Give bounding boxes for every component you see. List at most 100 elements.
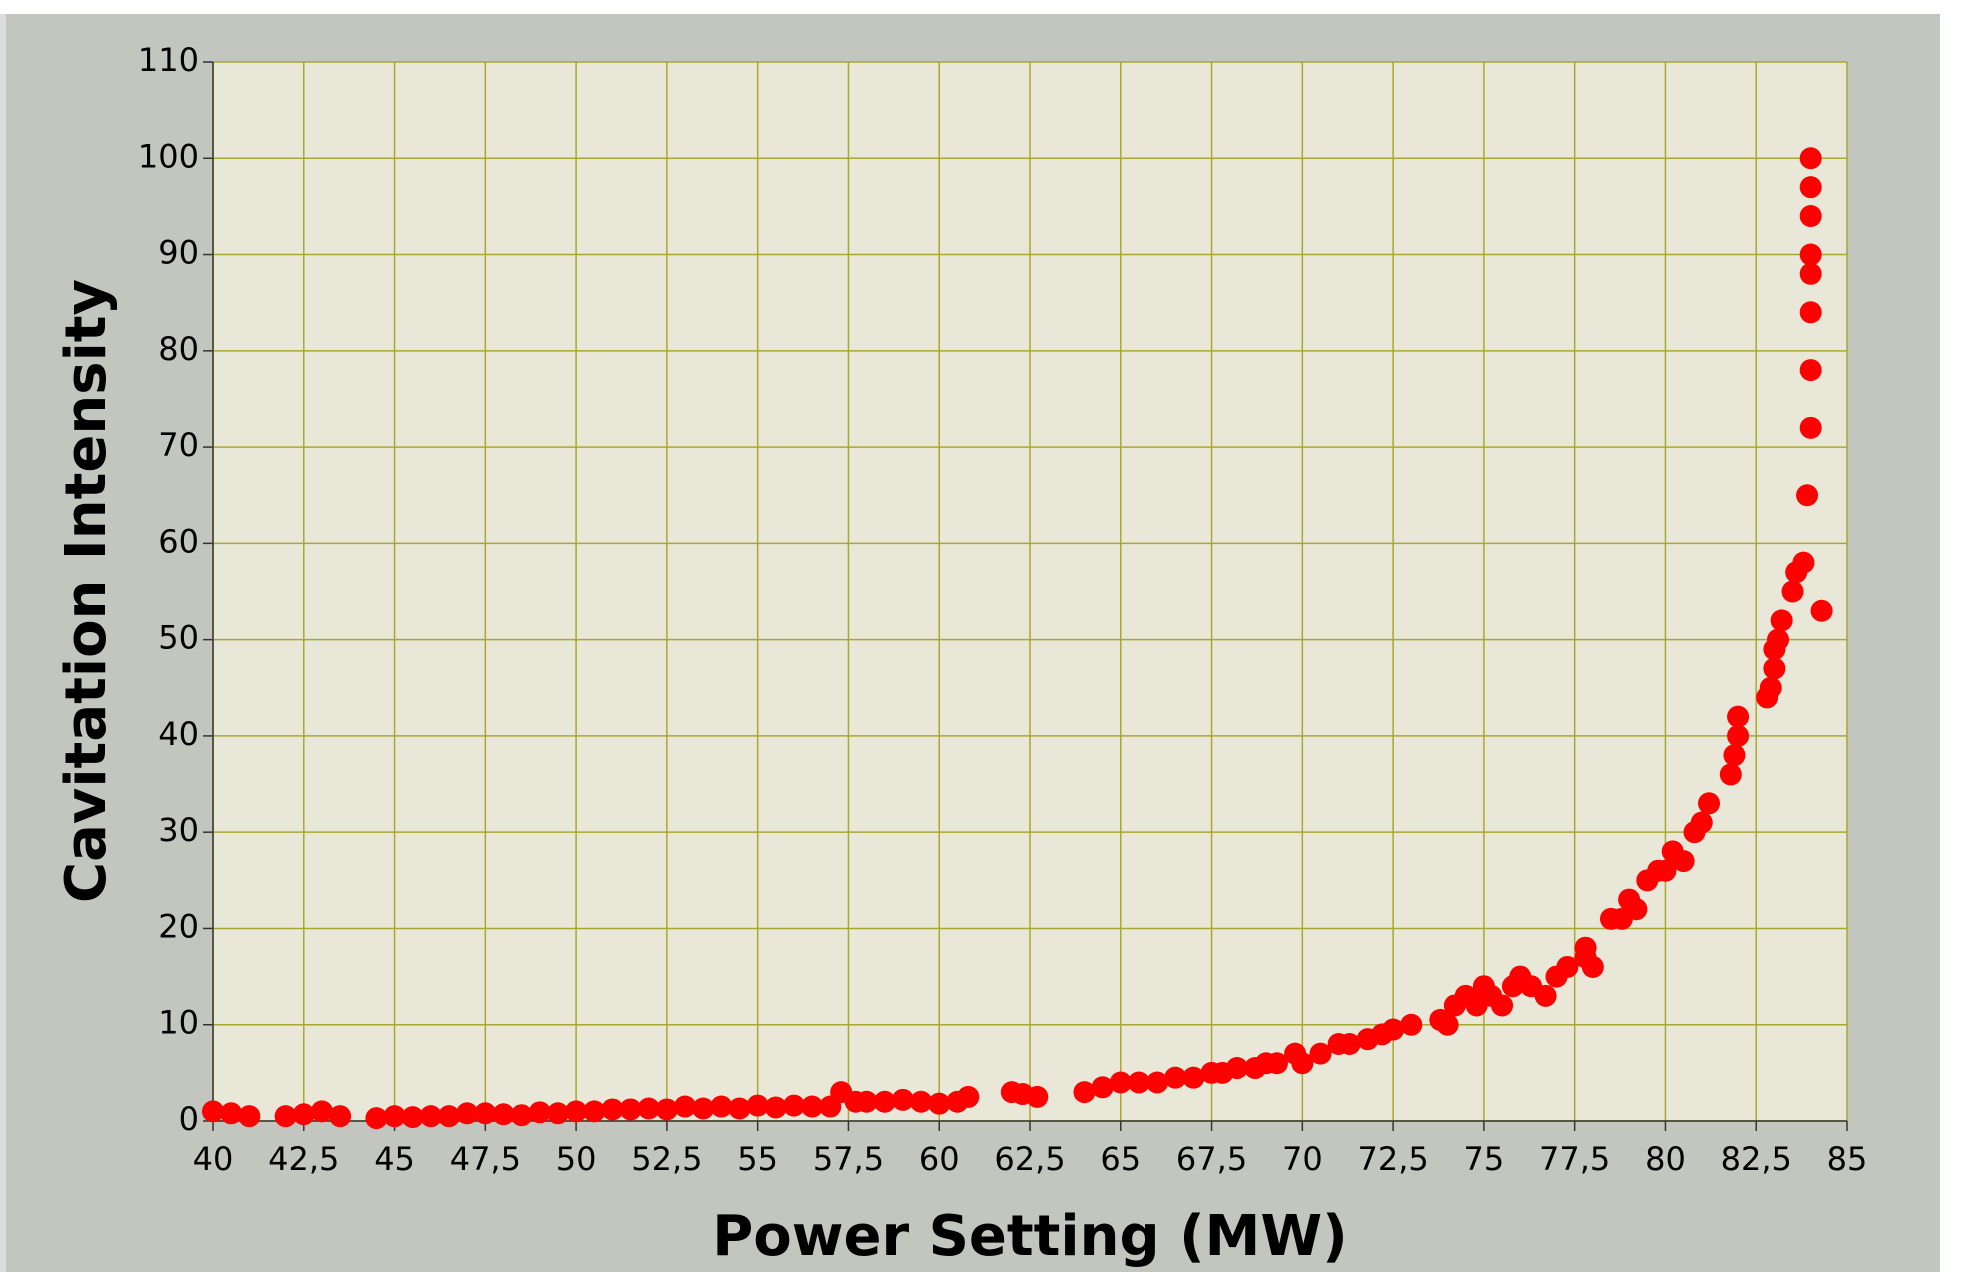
point: [1690, 811, 1713, 834]
y-tick-label: 10: [158, 1004, 199, 1042]
point: [292, 1103, 315, 1126]
point: [1127, 1071, 1150, 1094]
point: [1767, 628, 1790, 651]
point: [274, 1105, 297, 1128]
point: [1182, 1066, 1205, 1089]
point: [1799, 243, 1822, 266]
point: [583, 1100, 606, 1123]
point: [329, 1105, 352, 1128]
point: [1338, 1032, 1361, 1055]
point: [565, 1100, 588, 1123]
point: [1625, 898, 1648, 921]
x-tick-label: 65: [1100, 1140, 1141, 1178]
x-tick-label: 70: [1282, 1140, 1323, 1178]
point: [1491, 994, 1514, 1017]
x-tick-label: 45: [374, 1140, 415, 1178]
point: [1759, 676, 1782, 699]
point: [1799, 262, 1822, 285]
point: [1291, 1052, 1314, 1075]
point: [1799, 301, 1822, 324]
y-tick-label: 30: [158, 811, 199, 849]
y-tick-label: 60: [158, 522, 199, 560]
point: [1799, 176, 1822, 199]
point: [1799, 205, 1822, 228]
point: [510, 1104, 533, 1127]
point: [1770, 609, 1793, 632]
point: [528, 1101, 551, 1124]
y-tick-label: 90: [158, 234, 199, 272]
point: [801, 1095, 824, 1118]
point: [674, 1095, 697, 1118]
point: [1309, 1042, 1332, 1065]
x-tick-label: 67,5: [1176, 1140, 1247, 1178]
x-tick-label: 82,5: [1721, 1140, 1792, 1178]
x-tick-label: 77,5: [1539, 1140, 1610, 1178]
x-tick-label: 75: [1464, 1140, 1505, 1178]
point: [546, 1102, 569, 1125]
point: [1164, 1066, 1187, 1089]
point: [692, 1097, 715, 1120]
point: [1719, 763, 1742, 786]
point: [220, 1102, 243, 1125]
x-tick-label: 52,5: [631, 1140, 702, 1178]
point: [728, 1097, 751, 1120]
point: [202, 1100, 224, 1123]
x-tick-label: 55: [737, 1140, 778, 1178]
point: [1810, 599, 1833, 622]
point: [1763, 657, 1786, 680]
point: [401, 1106, 424, 1129]
point: [1574, 936, 1597, 959]
x-axis-title: Power Setting (MW): [712, 1204, 1348, 1269]
x-tick-label: 47,5: [450, 1140, 521, 1178]
point: [619, 1098, 642, 1121]
point: [928, 1092, 951, 1115]
point: [1727, 705, 1750, 728]
point: [474, 1102, 497, 1125]
x-tick-label: 60: [919, 1140, 960, 1178]
point: [1792, 551, 1815, 574]
y-axis-title: Cavitation Intensity: [54, 279, 119, 903]
y-tick-label: 110: [138, 41, 199, 79]
point: [1382, 1018, 1405, 1041]
y-tick-label: 20: [158, 907, 199, 945]
point: [655, 1098, 678, 1121]
point: [1556, 955, 1579, 978]
point: [1723, 744, 1746, 767]
panel-edge: [0, 14, 6, 1272]
x-tick-label: 85: [1827, 1140, 1868, 1178]
point: [873, 1090, 896, 1113]
point: [1781, 580, 1804, 603]
x-tick-label: 57,5: [813, 1140, 884, 1178]
point: [637, 1097, 660, 1120]
point: [1799, 147, 1822, 170]
y-tick-label: 50: [158, 619, 199, 657]
point: [1400, 1013, 1423, 1036]
point: [1672, 850, 1695, 873]
point: [601, 1098, 624, 1121]
point: [1581, 955, 1604, 978]
y-tick-label: 0: [179, 1100, 199, 1138]
point: [1799, 359, 1822, 382]
point: [746, 1094, 769, 1117]
point: [1146, 1071, 1169, 1094]
point: [710, 1095, 733, 1118]
point: [1799, 416, 1822, 439]
y-tick-label: 100: [138, 137, 199, 175]
point: [1727, 724, 1750, 747]
point: [1265, 1052, 1288, 1075]
point: [1026, 1085, 1049, 1108]
y-tick-label: 40: [158, 715, 199, 753]
point: [1109, 1071, 1132, 1094]
x-tick-label: 72,5: [1357, 1140, 1428, 1178]
point: [891, 1088, 914, 1111]
point: [910, 1090, 933, 1113]
point: [764, 1096, 787, 1119]
x-tick-label: 62,5: [994, 1140, 1065, 1178]
point: [238, 1105, 261, 1128]
x-tick-label: 80: [1645, 1140, 1686, 1178]
point: [365, 1107, 388, 1130]
point: [456, 1102, 479, 1125]
x-tick-label: 42,5: [268, 1140, 339, 1178]
